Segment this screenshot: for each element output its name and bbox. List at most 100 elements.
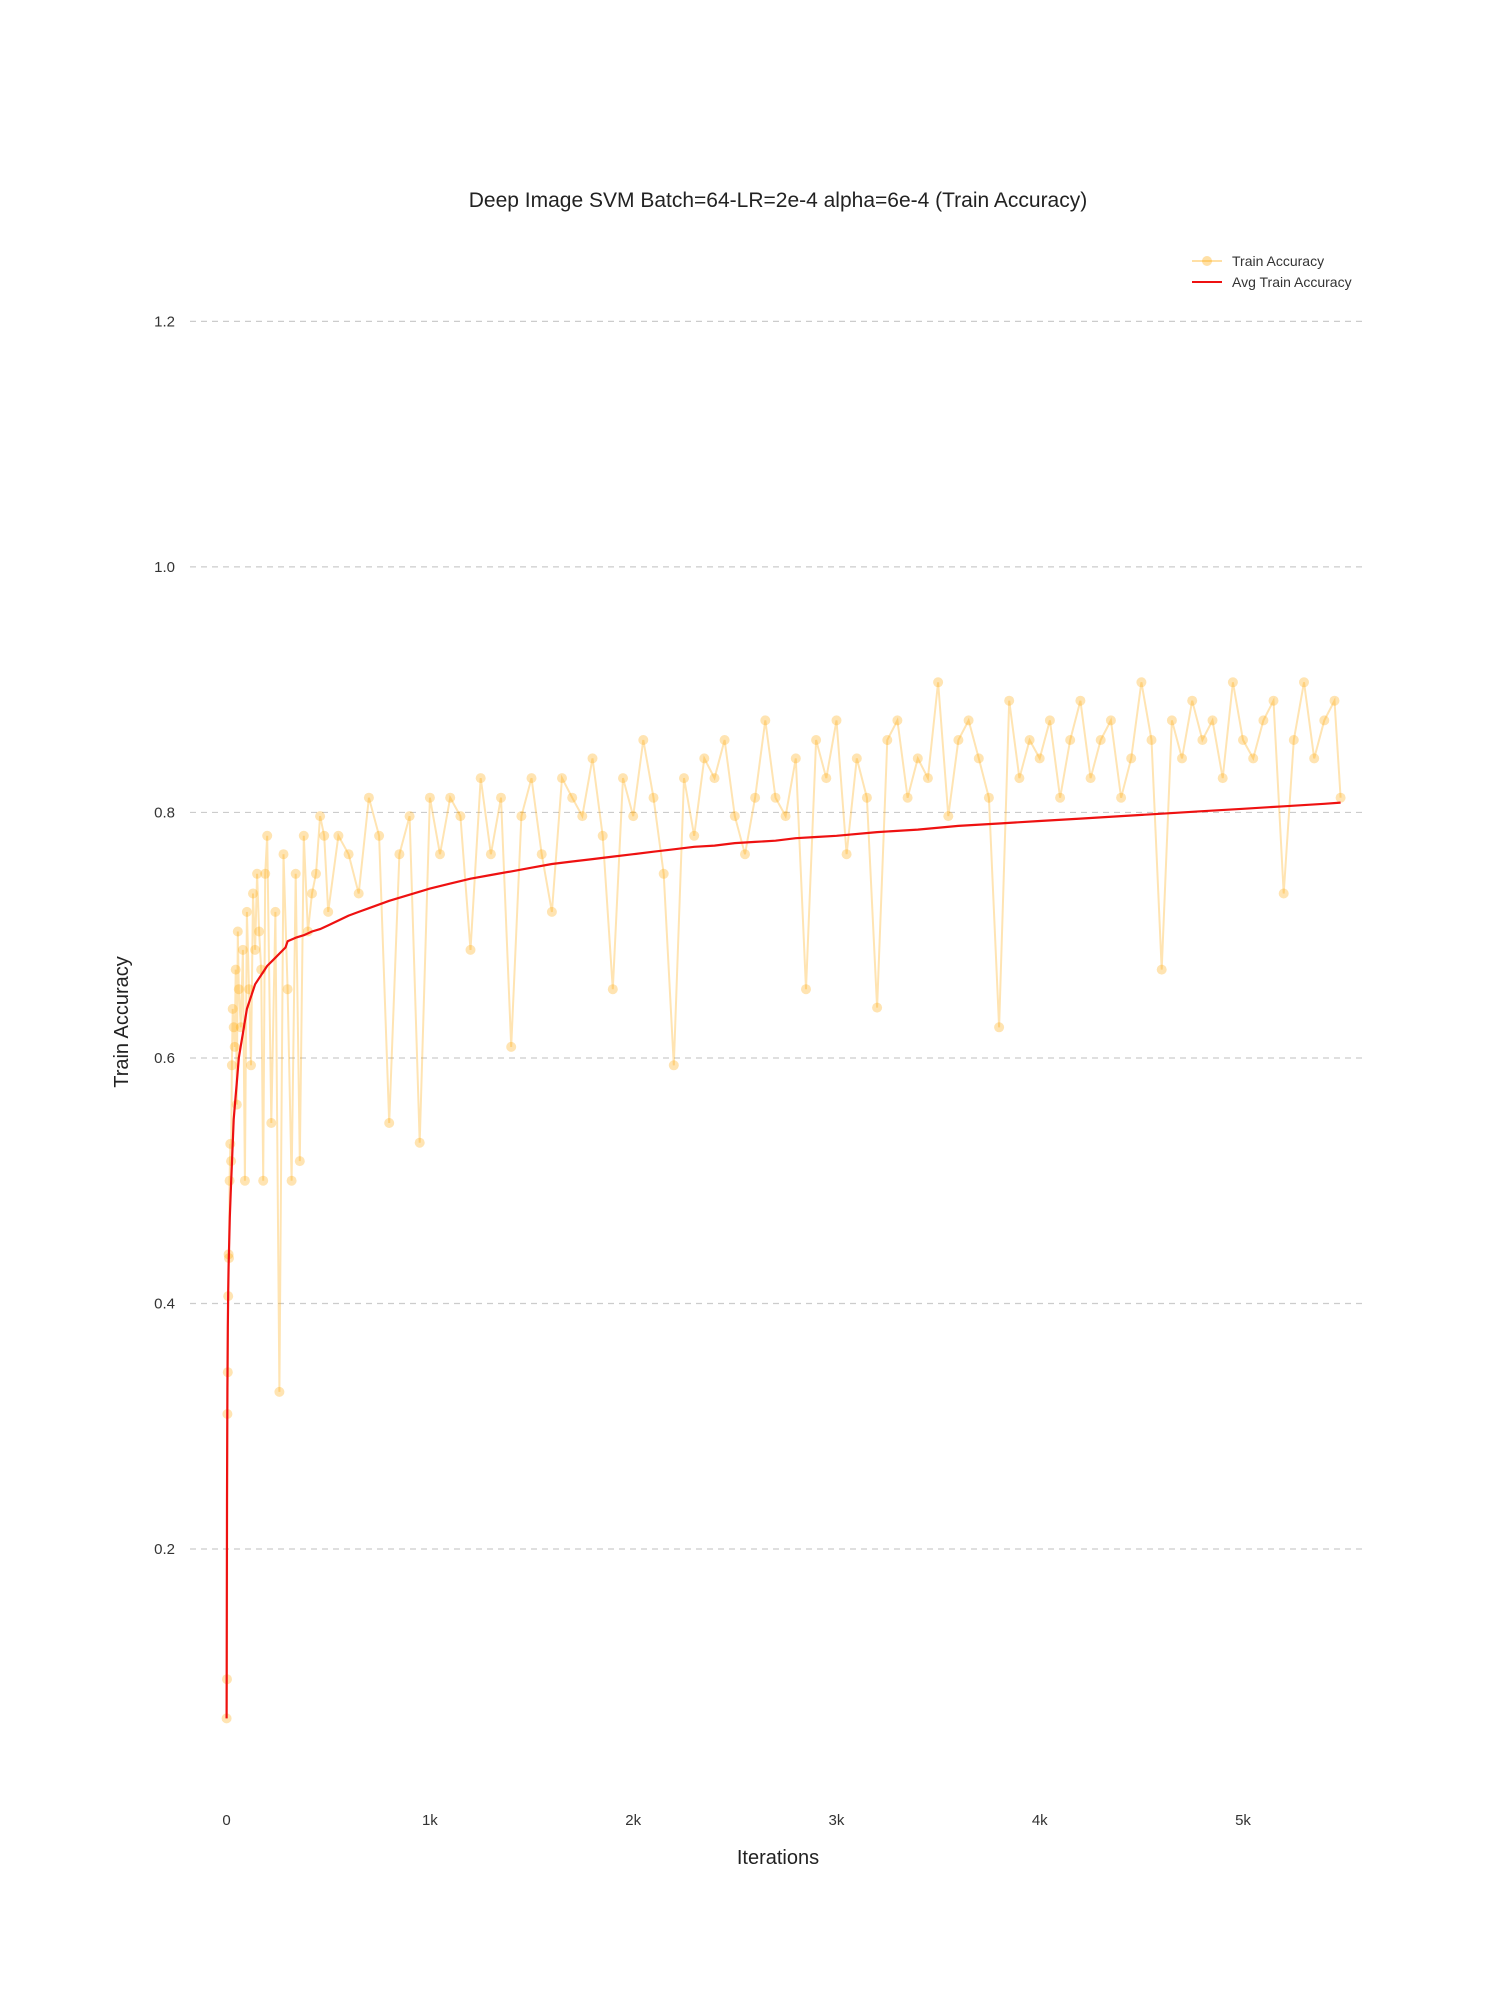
train-accuracy-point	[229, 1041, 240, 1052]
train-accuracy-point	[607, 984, 618, 995]
x-tick-label: 1k	[422, 1812, 438, 1829]
train-accuracy-point	[465, 944, 476, 955]
y-axis-title: Train Accuracy	[111, 956, 133, 1088]
train-accuracy-point	[1146, 735, 1157, 745]
train-accuracy-point	[246, 1060, 256, 1071]
train-accuracy-point	[821, 773, 832, 784]
train-accuracy-point	[567, 792, 578, 803]
train-accuracy-point	[1126, 753, 1137, 764]
train-accuracy-point	[851, 753, 862, 764]
train-accuracy-point	[278, 849, 289, 860]
x-tick-label: 5k	[1235, 1812, 1251, 1829]
train-accuracy-point	[1335, 792, 1346, 803]
train-accuracy-point	[455, 811, 466, 822]
train-accuracy-point	[307, 888, 317, 899]
y-tick-label: 0.6	[154, 1050, 175, 1067]
train-accuracy-point	[298, 830, 309, 841]
train-accuracy-point	[597, 830, 608, 841]
train-accuracy-point	[882, 735, 893, 745]
y-tick-label: 0.4	[154, 1295, 175, 1312]
train-accuracy-point	[1034, 753, 1045, 764]
train-accuracy-point	[719, 735, 730, 745]
train-accuracy-point	[414, 1137, 425, 1148]
series-avg-train-accuracy	[225, 801, 1341, 1719]
train-accuracy-point	[485, 849, 496, 860]
train-accuracy-point	[445, 792, 456, 803]
train-accuracy-point	[1227, 677, 1238, 688]
legend-marker-train-accuracy	[1202, 256, 1212, 266]
train-accuracy-point	[294, 1156, 305, 1167]
train-accuracy-point	[1136, 677, 1147, 688]
train-accuracy-point	[262, 830, 273, 841]
train-accuracy-point	[311, 868, 321, 879]
train-accuracy-point	[628, 811, 639, 822]
train-accuracy-point	[1004, 695, 1015, 706]
train-accuracy-point	[861, 792, 872, 803]
train-accuracy-point	[343, 849, 354, 860]
train-accuracy-point	[323, 906, 334, 917]
train-accuracy-point	[496, 792, 506, 803]
train-accuracy-point	[994, 1022, 1005, 1033]
train-accuracy-point	[1217, 773, 1228, 784]
train-accuracy-point	[770, 792, 781, 803]
train-accuracy-point	[1075, 695, 1086, 706]
train-accuracy-point	[404, 811, 415, 822]
train-accuracy-point	[1044, 715, 1055, 726]
legend: Train Accuracy Avg Train Accuracy	[1192, 253, 1352, 290]
train-accuracy-point	[546, 906, 557, 917]
train-accuracy-point	[831, 715, 842, 726]
train-accuracy-point	[750, 792, 761, 803]
train-accuracy-point	[282, 984, 293, 995]
train-accuracy-point	[374, 830, 385, 841]
train-accuracy-point	[516, 811, 527, 822]
avg-train-accuracy-line	[225, 801, 1341, 1719]
train-accuracy-point	[266, 1118, 277, 1128]
train-accuracy-point	[780, 811, 791, 822]
train-accuracy-point	[1116, 792, 1127, 803]
train-accuracy-point	[270, 906, 281, 917]
train-accuracy-point	[260, 868, 271, 879]
train-accuracy-point	[290, 868, 301, 879]
train-accuracy-point	[729, 811, 740, 822]
train-accuracy-point	[933, 677, 944, 688]
train-accuracy-point	[233, 984, 244, 995]
train-accuracy-point	[618, 773, 628, 784]
y-axis-ticks: 0.2 0.4 0.6 0.8 1.0 1.2	[154, 313, 175, 1558]
train-accuracy-point	[943, 811, 954, 822]
train-accuracy-point	[699, 753, 710, 764]
train-accuracy-point	[384, 1118, 395, 1128]
train-accuracy-point	[973, 753, 984, 764]
train-accuracy-point	[760, 715, 771, 726]
train-accuracy-point	[254, 926, 265, 937]
train-accuracy-point	[232, 926, 243, 937]
train-accuracy-point	[872, 1002, 883, 1013]
x-tick-label: 2k	[625, 1812, 641, 1829]
train-accuracy-point	[963, 715, 974, 726]
train-accuracy-point	[228, 1022, 239, 1033]
legend-label-avg-train-accuracy: Avg Train Accuracy	[1232, 274, 1352, 290]
train-accuracy-point	[1258, 715, 1269, 726]
train-accuracy-point	[902, 792, 913, 803]
train-accuracy-point	[506, 1041, 517, 1052]
y-tick-label: 0.8	[154, 804, 175, 821]
y-tick-label: 1.2	[154, 313, 175, 330]
x-axis-ticks: 0 1k 2k 3k 4k 5k	[222, 1812, 1251, 1829]
train-accuracy-point	[226, 1060, 237, 1071]
train-accuracy-point	[557, 773, 567, 784]
train-accuracy-point	[230, 964, 241, 975]
train-accuracy-point	[1085, 773, 1096, 784]
train-accuracy-point	[258, 1175, 269, 1186]
train-accuracy-point	[1268, 695, 1279, 706]
series-train-accuracy	[221, 677, 1346, 1724]
legend-label-train-accuracy: Train Accuracy	[1232, 253, 1324, 269]
train-accuracy-point	[740, 849, 750, 860]
train-accuracy-point	[248, 888, 258, 899]
train-accuracy-point	[912, 753, 923, 764]
train-accuracy-point	[1014, 773, 1025, 784]
x-tick-label: 0	[222, 1812, 230, 1829]
train-accuracy-point	[801, 984, 811, 995]
train-accuracy-point	[241, 906, 252, 917]
train-accuracy-point	[577, 811, 588, 822]
train-accuracy-point	[536, 849, 547, 860]
train-accuracy-point	[1095, 735, 1106, 745]
